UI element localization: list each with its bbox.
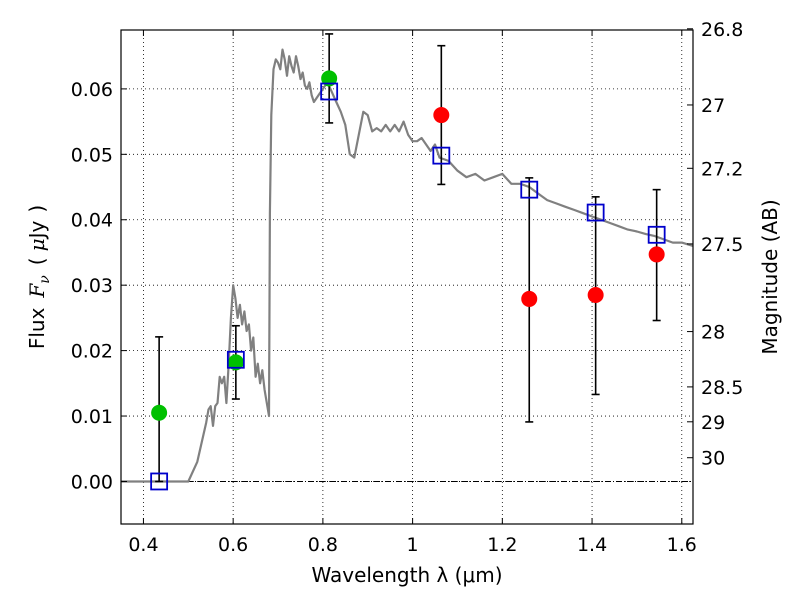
y2-tick-label: 30 [701,448,725,470]
green-data-point [321,70,338,87]
red-data-point [521,290,538,307]
marker-series [150,70,666,491]
y2-tick-label: 28.5 [701,377,743,399]
y-tick-label: 0.06 [71,79,113,101]
plot-background [121,30,693,524]
axis-ticks: 0.4 0.6 0.8 1 1.2 1.4 1.6 0.00 0.01 0.02 0.03 0.04 0… [71,19,744,556]
y-tick-label: 0.03 [71,275,113,297]
model-square-point [432,146,451,165]
y2-tick-label: 27.2 [701,158,743,180]
y2-tick-label: 28 [701,322,725,344]
model-square-point [226,350,245,369]
model-square-point [647,225,666,244]
y-tick-label: 0.00 [71,471,113,493]
y2-tick-label: 26.8 [701,19,743,41]
y-axis-title: Flux Fν ( μJy) [25,205,53,349]
red-data-point [433,107,450,124]
red-data-point [648,246,665,263]
x-axis-title: Wavelength λ (μm) [311,563,502,587]
y-tick-label: 0.04 [71,210,113,232]
x-tick-label: 1.4 [577,534,607,556]
model-square-point [520,180,539,199]
green-data-point [151,404,168,421]
green-data-point [227,354,244,371]
y-tick-label: 0.01 [71,406,113,428]
plot-frame [120,29,694,525]
y2-tick-label: 27 [701,95,725,117]
y-axis-title-paren-close: ) [25,205,49,213]
y-axis-title-symbol: F [25,283,49,299]
y-axis-title-sub: ν [37,275,53,284]
x-tick-label: 1 [407,534,419,556]
y-axis-title-prefix: Flux [25,307,49,349]
y-axis-title-paren-open: ( [25,257,49,265]
y-tick-label: 0.05 [71,144,113,166]
y2-tick-label: 27.5 [701,234,743,256]
model-square-point [586,203,605,222]
x-tick-label: 0.4 [128,534,158,556]
y-axis-title-mu: μ [25,238,49,251]
y2-tick-label: 29 [701,412,725,434]
x-tick-label: 1.2 [487,534,517,556]
y-tick-label: 0.02 [71,341,113,363]
model-square-point [150,472,169,491]
x-tick-label: 0.8 [308,534,338,556]
y-axis-title-unit: Jy [25,220,49,240]
y2-axis-title: Magnitude (AB) [758,199,782,354]
red-data-point [587,286,604,303]
x-tick-label: 1.6 [667,534,697,556]
x-tick-label: 0.6 [218,534,248,556]
model-square-point [320,82,339,101]
